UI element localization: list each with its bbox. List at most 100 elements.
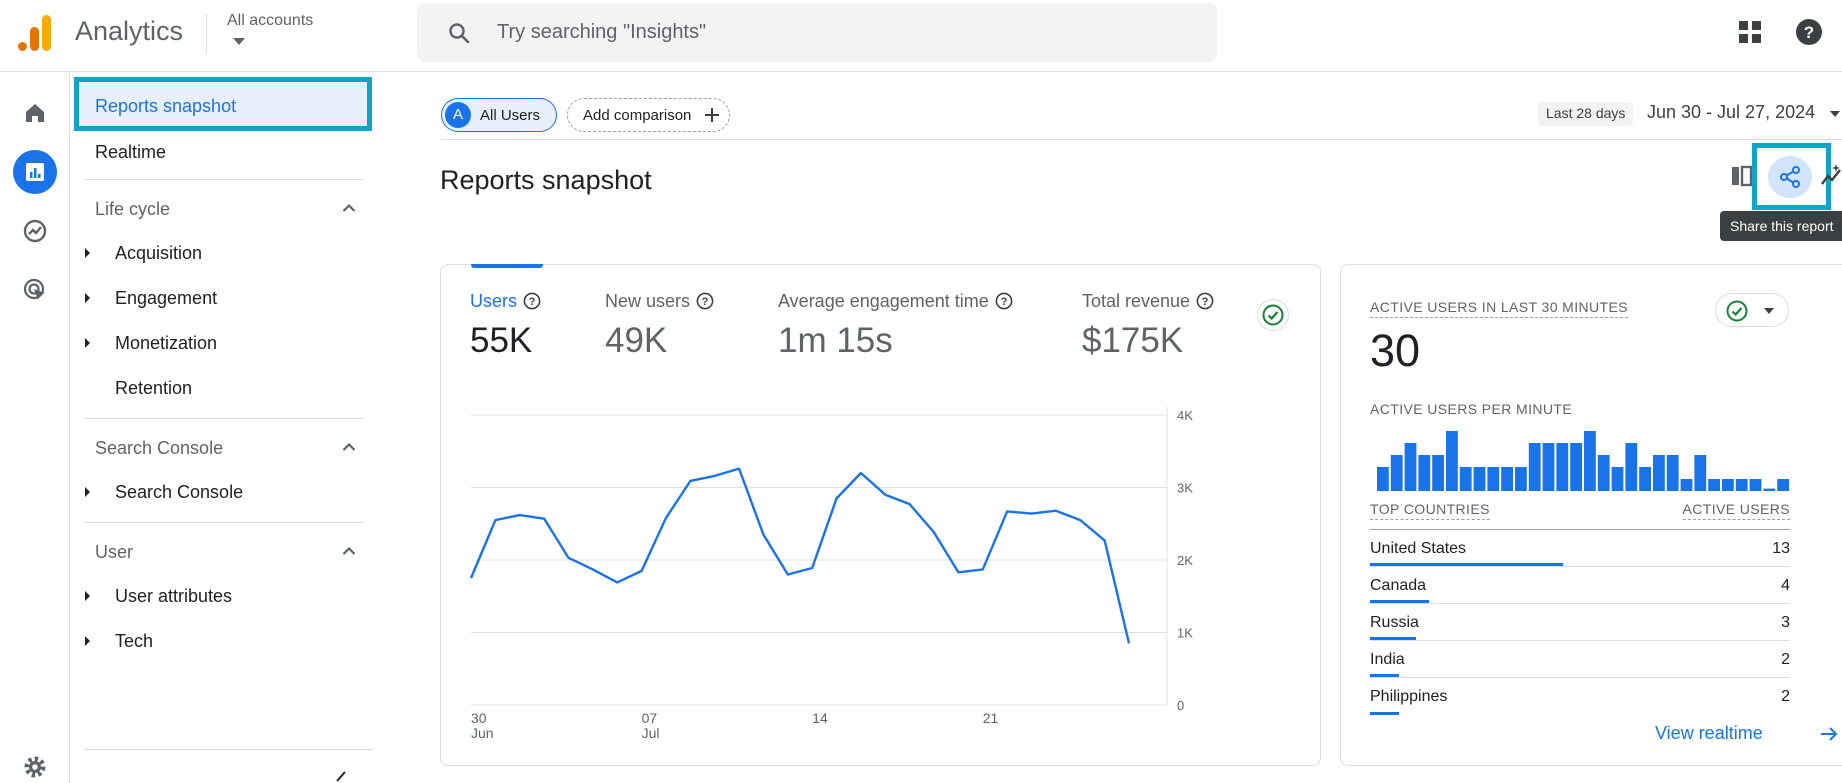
divider [441,139,1842,140]
minute-bar[interactable] [1459,467,1472,491]
nav-reports-snapshot[interactable]: Reports snapshot [74,77,372,131]
metric-new-users[interactable]: New users? 49K [605,291,714,361]
minute-bar[interactable] [1418,455,1431,491]
minute-bar[interactable] [1639,467,1651,491]
minute-bar[interactable] [1625,443,1638,491]
chevron-down-icon[interactable] [1830,111,1840,117]
expand-arrow-icon[interactable] [85,293,90,303]
share-report-button[interactable] [1768,156,1812,198]
minute-bar[interactable] [1653,455,1665,491]
minute-bar[interactable] [1749,479,1762,491]
minute-bar[interactable] [1763,488,1776,491]
nav-search-console[interactable]: Search Console [115,482,244,502]
country-row[interactable]: United States 13 [1370,530,1790,567]
rail-reports[interactable] [13,150,57,194]
search-bar[interactable] [417,3,1217,62]
minute-bar[interactable] [1487,467,1500,491]
nav-monetization[interactable]: Monetization [115,333,218,353]
tab-indicator [471,264,543,268]
chevron-down-icon[interactable] [233,38,245,45]
nav-acquisition[interactable]: Acquisition [115,243,203,263]
section-search-console[interactable]: Search Console [95,438,224,458]
y-tick-label: 1K [1177,626,1193,641]
country-row[interactable]: Canada 4 [1370,567,1790,604]
insights-icon[interactable] [1820,162,1842,190]
minute-bar[interactable] [1515,467,1527,491]
help-outline-icon[interactable]: ? [696,292,714,310]
metric-avg-engagement-time[interactable]: Average engagement time? 1m 15s [778,291,1013,361]
minute-bar[interactable] [1404,443,1417,491]
minute-bar[interactable] [1777,479,1789,491]
expand-arrow-icon[interactable] [85,248,90,258]
collapse-nav-icon[interactable] [335,770,351,782]
minute-bar[interactable] [1570,443,1582,491]
reports-nav: Reports snapshot Realtime Life cycle Acq… [70,73,380,783]
compare-icon[interactable] [1730,162,1758,190]
country-row[interactable]: Russia 3 [1370,604,1790,641]
minute-bar[interactable] [1473,467,1486,491]
minute-bar[interactable] [1694,455,1707,491]
settings-icon[interactable] [22,754,48,780]
minute-bar[interactable] [1708,479,1720,491]
data-quality-dropdown[interactable] [1715,293,1789,327]
minute-bar[interactable] [1735,479,1748,491]
metric-label: Average engagement time [778,291,989,311]
chevron-up-icon[interactable] [342,442,356,452]
arrow-right-icon[interactable] [1819,724,1839,744]
expand-arrow-icon[interactable] [85,636,90,646]
minute-bar[interactable] [1528,443,1541,491]
minute-bar[interactable] [1611,467,1624,491]
country-row[interactable]: Philippines 2 [1370,678,1790,715]
chevron-up-icon[interactable] [342,546,356,556]
date-range[interactable]: Jun 30 - Jul 27, 2024 [1647,102,1816,122]
minute-bar[interactable] [1584,431,1596,491]
minute-bar[interactable] [1680,479,1693,491]
chevron-up-icon[interactable] [342,203,356,213]
metric-total-revenue[interactable]: Total revenue? $175K [1082,291,1214,361]
view-realtime-link[interactable]: View realtime [1655,723,1763,743]
minute-bar[interactable] [1390,455,1403,491]
minute-bar[interactable] [1597,455,1610,491]
help-icon[interactable]: ? [1795,18,1823,46]
metric-users[interactable]: Users? 55K [470,291,541,361]
date-preset-label[interactable]: Last 28 days [1538,102,1634,126]
minute-bar[interactable] [1501,467,1513,491]
nav-user-attributes[interactable]: User attributes [115,586,233,606]
expand-arrow-icon[interactable] [85,591,90,601]
minute-bar[interactable] [1377,467,1389,491]
account-selector-label[interactable]: All accounts [227,12,314,29]
minute-bar[interactable] [1542,443,1555,491]
nav-retention[interactable]: Retention [115,378,193,398]
apps-grid-icon[interactable] [1738,20,1762,44]
help-outline-icon[interactable]: ? [1196,292,1214,310]
expand-arrow-icon[interactable] [85,338,90,348]
rail-explore[interactable] [13,209,57,253]
data-quality-button[interactable] [1257,299,1289,331]
nav-engagement[interactable]: Engagement [115,288,218,308]
add-comparison-button[interactable]: Add comparison [567,98,730,132]
help-outline-icon[interactable]: ? [523,292,541,310]
country-name: Philippines [1370,688,1448,705]
metric-value: $175K [1082,321,1184,360]
all-users-chip[interactable]: A All Users [441,98,557,132]
minute-bar[interactable] [1666,455,1679,491]
nav-realtime[interactable]: Realtime [95,142,167,162]
help-outline-icon[interactable]: ? [995,292,1013,310]
series-line[interactable] [469,467,1131,644]
metric-label: Total revenue [1082,291,1191,311]
search-input[interactable] [497,3,1187,62]
section-user[interactable]: User [95,542,134,562]
analytics-logo[interactable] [18,15,52,51]
minute-bar[interactable] [1556,443,1569,491]
nav-tech[interactable]: Tech [115,631,154,651]
expand-arrow-icon[interactable] [85,487,90,497]
minute-bar[interactable] [1722,479,1734,491]
country-row[interactable]: India 2 [1370,641,1790,678]
rail-advertising[interactable] [13,268,57,312]
minute-bar[interactable] [1432,455,1444,491]
section-life-cycle[interactable]: Life cycle [95,199,171,219]
rail-home[interactable] [13,91,57,135]
country-value: 2 [1781,651,1790,668]
realtime-card: Active users in last 30 minutes 30 Activ… [1340,264,1842,766]
minute-bar[interactable] [1446,431,1458,491]
